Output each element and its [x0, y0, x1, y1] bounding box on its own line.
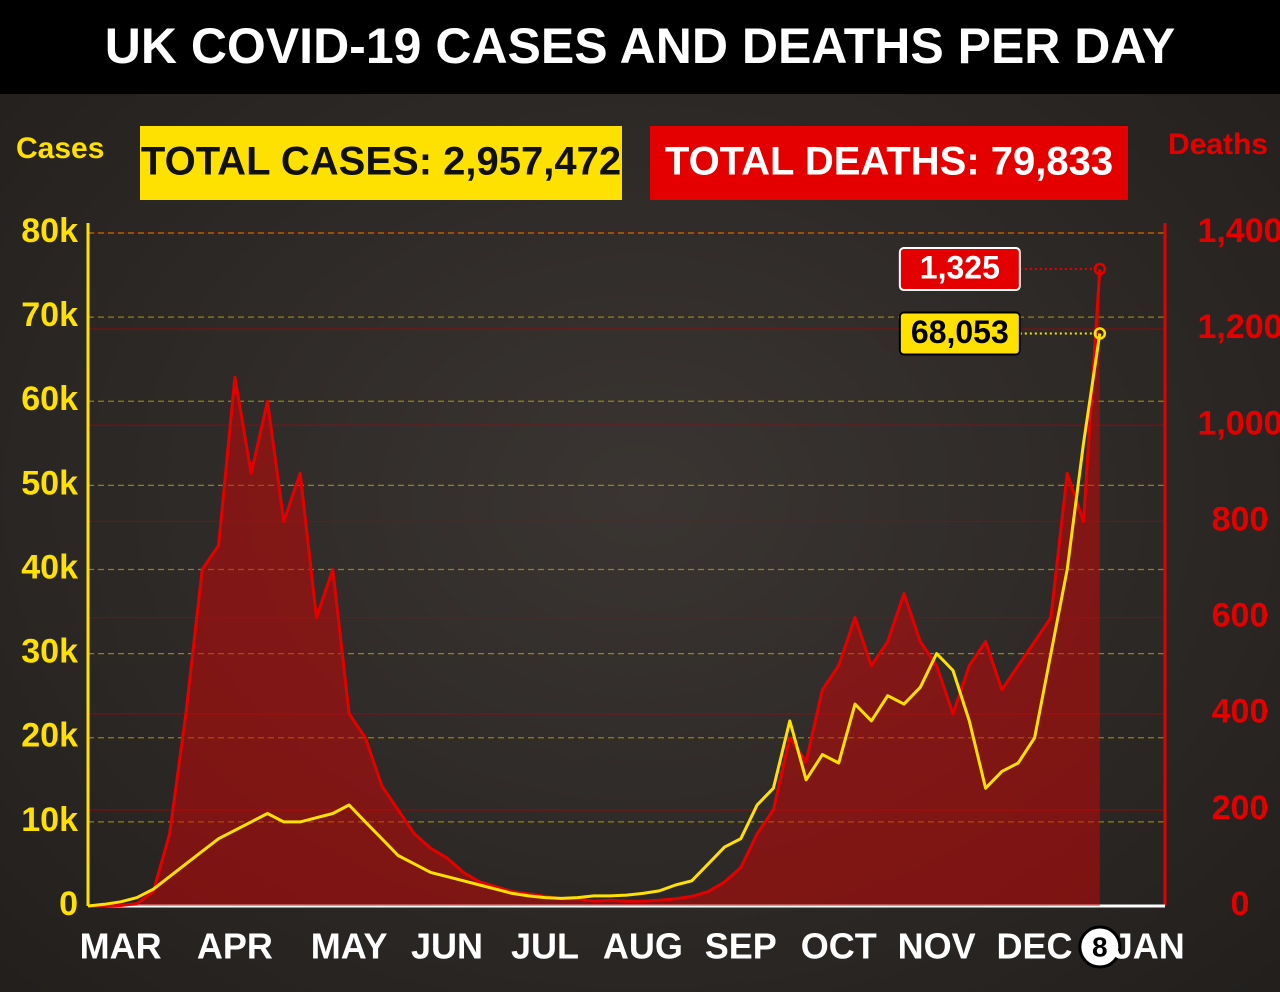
area	[88, 269, 1100, 907]
total-deaths-box	[650, 126, 1128, 200]
x-tick-label: NOV	[898, 926, 976, 967]
total-cases-box	[140, 126, 622, 200]
x-tick-label: JUN	[411, 926, 483, 967]
y-tick-label: 50k	[21, 464, 78, 502]
x-tick-label: JAN	[1113, 926, 1185, 967]
y2-tick-label: 600	[1212, 597, 1269, 635]
total-cases: TOTAL CASES: 2,957,472	[141, 140, 621, 184]
x-tick-label: DEC	[997, 926, 1073, 967]
y-axis-label: Cases	[16, 132, 104, 165]
line	[87, 333, 1102, 908]
x-tick-label: APR	[197, 926, 273, 967]
y-tick-label: 10k	[21, 801, 78, 839]
value-label: 1,325	[920, 250, 1000, 286]
value-label-box	[898, 311, 1021, 356]
y-tick-label: 70k	[21, 296, 78, 334]
y2-tick-label: 0	[1231, 885, 1250, 923]
y-tick-label: 30k	[21, 633, 78, 671]
x-tick-label: MAR	[80, 926, 162, 967]
value-label: 68,053	[911, 314, 1009, 350]
x-tick-label: AUG	[603, 926, 683, 967]
y-tick-label: 40k	[21, 548, 78, 586]
y-tick-label: 60k	[21, 380, 78, 418]
y-tick-label: 0	[59, 885, 78, 923]
end-marker	[1093, 327, 1107, 340]
y-tick-label: 20k	[21, 717, 78, 755]
y2-tick-label: 1,200	[1197, 308, 1280, 346]
y2-tick-label: 400	[1212, 693, 1269, 731]
value-label-box	[898, 247, 1021, 292]
y-tick-label: 80k	[21, 212, 78, 250]
x-tick-label: SEP	[705, 926, 777, 967]
total-deaths: TOTAL DEATHS: 79,833	[665, 140, 1113, 184]
y2-tick-label: 1,400	[1197, 212, 1280, 250]
line	[88, 269, 1102, 908]
y2-tick-label: 800	[1212, 500, 1269, 538]
chart-title: UK COVID-19 CASES AND DEATHS PER DAY	[105, 18, 1176, 74]
title-bar	[0, 0, 1280, 94]
y2-tick-label: 200	[1212, 789, 1269, 827]
x-tick-label: OCT	[801, 926, 877, 967]
date-marker	[1078, 925, 1122, 969]
y2-tick-label: 1,000	[1197, 404, 1280, 442]
x-tick-label: JUL	[511, 926, 579, 967]
y2-axis-label: Deaths	[1168, 128, 1268, 161]
x-tick-label: MAY	[311, 926, 388, 967]
x-tick-label: 8	[1092, 931, 1108, 962]
end-marker	[1093, 262, 1107, 276]
